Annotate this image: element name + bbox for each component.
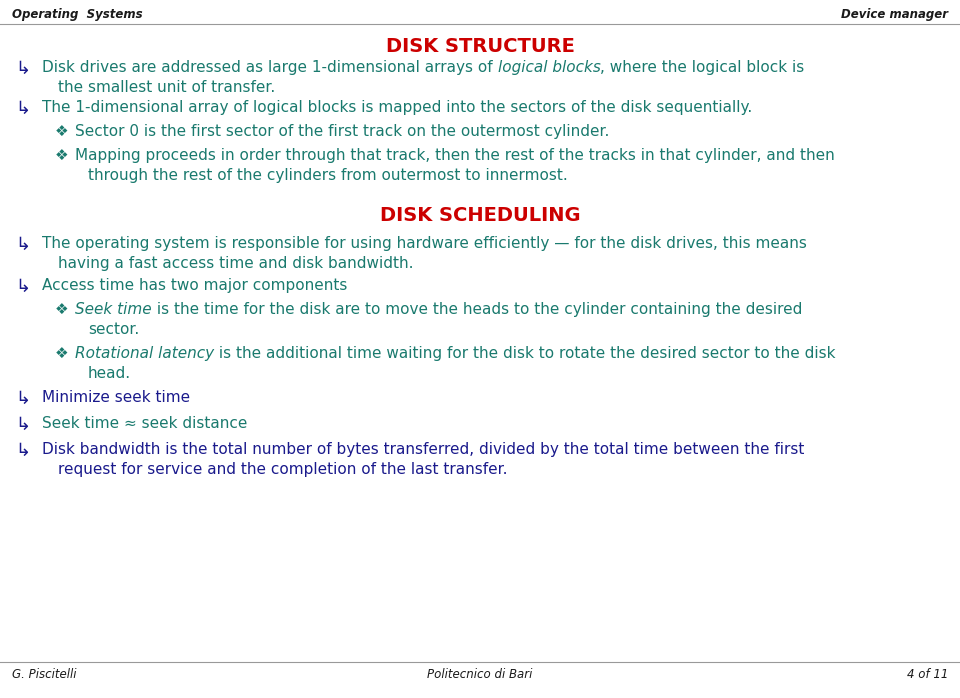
Text: The operating system is responsible for using hardware efficiently — for the dis: The operating system is responsible for … <box>42 236 806 251</box>
Text: Seek time: Seek time <box>75 302 152 317</box>
Text: ↳: ↳ <box>15 236 30 254</box>
Text: Seek time ≈ seek distance: Seek time ≈ seek distance <box>42 416 248 431</box>
Text: G. Piscitelli: G. Piscitelli <box>12 668 77 681</box>
Text: Disk bandwidth is the total number of bytes transferred, divided by the total ti: Disk bandwidth is the total number of by… <box>42 442 804 457</box>
Text: request for service and the completion of the last transfer.: request for service and the completion o… <box>58 462 508 477</box>
Text: , where the logical block is: , where the logical block is <box>600 60 804 75</box>
Text: ↳: ↳ <box>15 60 30 78</box>
Text: ↳: ↳ <box>15 278 30 296</box>
Text: Mapping proceeds in order through that track, then the rest of the tracks in tha: Mapping proceeds in order through that t… <box>75 148 835 163</box>
Text: Operating  Systems: Operating Systems <box>12 8 143 21</box>
Text: ↳: ↳ <box>15 416 30 434</box>
Text: through the rest of the cylinders from outermost to innermost.: through the rest of the cylinders from o… <box>88 168 567 183</box>
Text: ❖: ❖ <box>55 302 68 317</box>
Text: ↳: ↳ <box>15 100 30 118</box>
Text: Device manager: Device manager <box>841 8 948 21</box>
Text: is the time for the disk are to move the heads to the cylinder containing the de: is the time for the disk are to move the… <box>152 302 802 317</box>
Text: DISK STRUCTURE: DISK STRUCTURE <box>386 37 574 56</box>
Text: ↳: ↳ <box>15 442 30 460</box>
Text: Minimize seek time: Minimize seek time <box>42 390 190 405</box>
Text: the smallest unit of transfer.: the smallest unit of transfer. <box>58 80 276 95</box>
Text: Disk drives are addressed as large 1-dimensional arrays of: Disk drives are addressed as large 1-dim… <box>42 60 497 75</box>
Text: ↳: ↳ <box>15 390 30 408</box>
Text: head.: head. <box>88 366 132 381</box>
Text: DISK SCHEDULING: DISK SCHEDULING <box>380 206 580 225</box>
Text: is the additional time waiting for the disk to rotate the desired sector to the : is the additional time waiting for the d… <box>214 346 835 361</box>
Text: logical blocks: logical blocks <box>497 60 600 75</box>
Text: ❖: ❖ <box>55 124 68 139</box>
Text: Access time has two major components: Access time has two major components <box>42 278 348 293</box>
Text: ❖: ❖ <box>55 148 68 163</box>
Text: having a fast access time and disk bandwidth.: having a fast access time and disk bandw… <box>58 256 414 271</box>
Text: The 1-dimensional array of logical blocks is mapped into the sectors of the disk: The 1-dimensional array of logical block… <box>42 100 753 115</box>
Text: Politecnico di Bari: Politecnico di Bari <box>427 668 533 681</box>
Text: sector.: sector. <box>88 322 139 337</box>
Text: ❖: ❖ <box>55 346 68 361</box>
Text: Sector 0 is the first sector of the first track on the outermost cylinder.: Sector 0 is the first sector of the firs… <box>75 124 610 139</box>
Text: 4 of 11: 4 of 11 <box>906 668 948 681</box>
Text: Rotational latency: Rotational latency <box>75 346 214 361</box>
